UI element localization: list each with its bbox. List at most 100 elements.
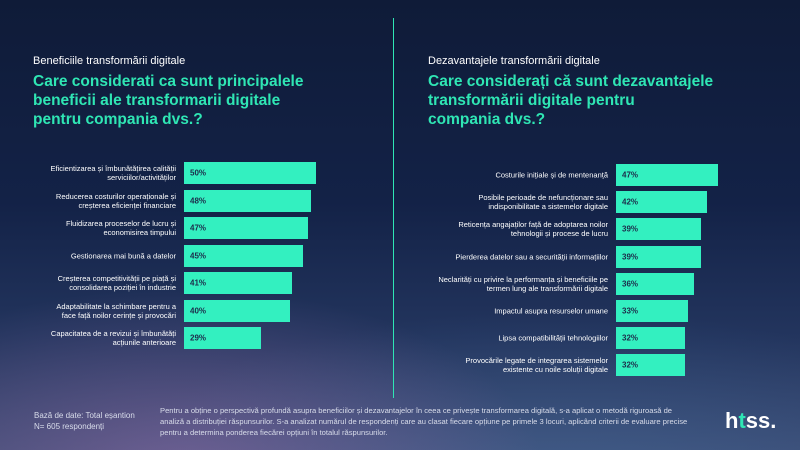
category-label-line: Eficientizarea și îmbunătățirea calități… [50,164,176,173]
chart-row: Eficientizarea și îmbunătățirea calități… [0,162,400,184]
category-label-line: Lipsa compatibilității tehnologiilor [498,333,608,343]
category-label-line: Capacitatea de a revizui și îmbunătăți [50,329,176,338]
category-label-line: Creșterea competitivității pe piață și [57,274,176,283]
chart-row: Creșterea competitivității pe piață și co… [0,272,400,294]
chart-row: Reticența angajaților față de adoptarea … [400,218,800,241]
category-label: Pierderea datelor sau a securității info… [455,252,608,261]
category-label-line: creșterea eficienței financiare [78,200,176,210]
category-label: Adaptabilitate la schimbare pentru a face… [56,302,176,320]
panel-divider [393,18,394,398]
logo-prefix: h [725,408,739,433]
chart-row: Gestionarea mai bună a datelor 45% [0,244,400,267]
value-label: 39% [622,252,639,262]
category-label-line: Reducerea costurilor operaționale și [55,191,176,201]
benefits-bar-chart: Eficientizarea și îmbunătățirea calități… [0,162,400,362]
category-label: Impactul asupra resurselor umane [494,307,608,316]
chart-row: Neclarități cu privire la performanța și… [400,272,800,295]
category-label: Reducerea costurilor operaționale și creș… [56,192,176,210]
chart-bar: 36% [616,272,695,295]
value-label: 32% [622,360,639,370]
logo-accent: t [738,408,746,433]
category-label: Lipsa compatibilității tehnologiilor [498,334,608,343]
category-label-line: existente cu noile soluții digitale [502,365,608,375]
value-label: 48% [190,196,207,205]
category-label-line: Adaptabilitate la schimbare pentru a [56,301,176,311]
category-label: Capacitatea de a revizui și îmbunătăți ac… [51,329,176,347]
chart-row: Costurile inițiale și de mentenanță 47% [400,164,800,186]
category-label-line: tehnologii și procese de lucru [510,229,608,239]
category-label: Creșterea competitivității pe piață și co… [58,274,176,292]
chart-row: Adaptabilitate la schimbare pentru a face… [0,299,400,322]
category-label-line: consolidarea poziției în industrie [69,283,176,292]
chart-bar: 42% [616,191,708,214]
value-label: 36% [622,279,639,289]
value-label: 42% [622,197,639,207]
disadvantages-question-line: compania dvs.? [428,111,546,128]
category-label-line: Impactul asupra resurselor umane [494,306,608,316]
database-line: N= 605 respondenți [34,422,105,431]
methodology-note: Pentru a obține o perspectivă profundă a… [160,406,688,437]
disadvantages-question: Care considerați că sunt dezavantajele t… [428,72,713,129]
category-label: Eficientizarea și îmbunătățirea calități… [51,164,176,182]
chart-bar: 40% [184,299,290,322]
value-label: 40% [190,306,207,315]
category-label: Neclarități cu privire la performanța și… [438,275,608,293]
category-label-line: Pierderea datelor sau a securității info… [455,252,608,262]
database-line: Bază de date: Total eșantion [34,411,135,420]
chart-bar: 47% [616,164,718,186]
category-label-line: Costurile inițiale și de mentenanță [495,170,608,180]
benefits-question: Care considerati ca sunt principalele be… [33,72,304,129]
value-label: 45% [190,251,207,260]
category-label-line: Fluidizarea proceselor de lucru și [65,219,176,228]
value-label: 41% [190,278,207,288]
chart-bar: 32% [616,327,686,350]
category-label-line: acțiunile anterioare [112,338,176,347]
disadvantages-bar-chart: Costurile inițiale și de mentenanță 47% Po… [400,164,800,380]
chart-bar: 29% [184,327,261,349]
value-label: 47% [190,223,207,233]
chart-bar: 39% [616,218,701,241]
chart-row: Capacitatea de a revizui și îmbunătăți ac… [0,327,400,349]
category-label-line: Posibile perioade de nefuncționare sau [478,193,608,203]
value-label: 33% [622,306,639,316]
chart-bar: 39% [616,245,701,268]
chart-row: Lipsa compatibilității tehnologiilor 32% [400,327,800,350]
value-label: 47% [622,170,639,180]
value-label: 50% [190,168,207,178]
category-label-line: termen lung ale transformării digitale [486,283,608,293]
category-label-line: Reticența angajaților față de adoptarea … [458,220,608,230]
chart-row: Reducerea costurilor operaționale și creș… [0,189,400,212]
chart-bar: 41% [184,272,293,294]
category-label-line: Provocările legate de integrarea sisteme… [465,356,608,366]
chart-row: Impactul asupra resurselor umane 33% [400,300,800,322]
value-label: 29% [190,333,207,343]
category-label-line: economisirea timpului [103,228,176,237]
database-info: Bază de date: Total eșantion N= 605 resp… [34,410,135,432]
category-label: Provocările legate de integrarea sisteme… [465,356,608,374]
category-label-line: Gestionarea mai bună a datelor [70,251,176,260]
chart-bar: 45% [184,244,303,267]
chart-bar: 48% [184,189,311,212]
category-label: Posibile perioade de nefuncționare sau in… [478,193,608,211]
disadvantages-section-label: Dezavantajele transformării digitale [428,55,600,67]
category-label-line: face față noilor cerințe și provocări [61,310,176,320]
value-label: 39% [622,224,639,234]
category-label: Fluidizarea proceselor de lucru și econom… [66,219,176,237]
chart-row: Provocările legate de integrarea sisteme… [400,354,800,377]
benefits-question-line: beneficii ale transformarii digitale [33,92,281,109]
chart-row: Pierderea datelor sau a securității info… [400,245,800,268]
chart-bar: 33% [616,300,688,322]
chart-bar: 50% [184,162,316,184]
htss-logo: htss. [725,408,776,434]
chart-bar: 47% [184,217,309,239]
logo-suffix: ss. [745,408,777,433]
category-label: Reticența angajaților față de adoptarea … [458,220,608,238]
disadvantages-question-line: Care considerați că sunt dezavantajele [428,73,714,90]
value-label: 32% [622,333,639,343]
category-label-line: Neclarități cu privire la performanța și… [438,274,608,284]
disadvantages-question-line: transformării digitale pentru [428,92,635,109]
category-label: Gestionarea mai bună a datelor [71,251,176,260]
category-label-line: serviciilor/activităților [107,173,176,182]
benefits-question-line: Care considerati ca sunt principalele [33,73,304,90]
category-label: Costurile inițiale și de mentenanță [495,171,608,180]
